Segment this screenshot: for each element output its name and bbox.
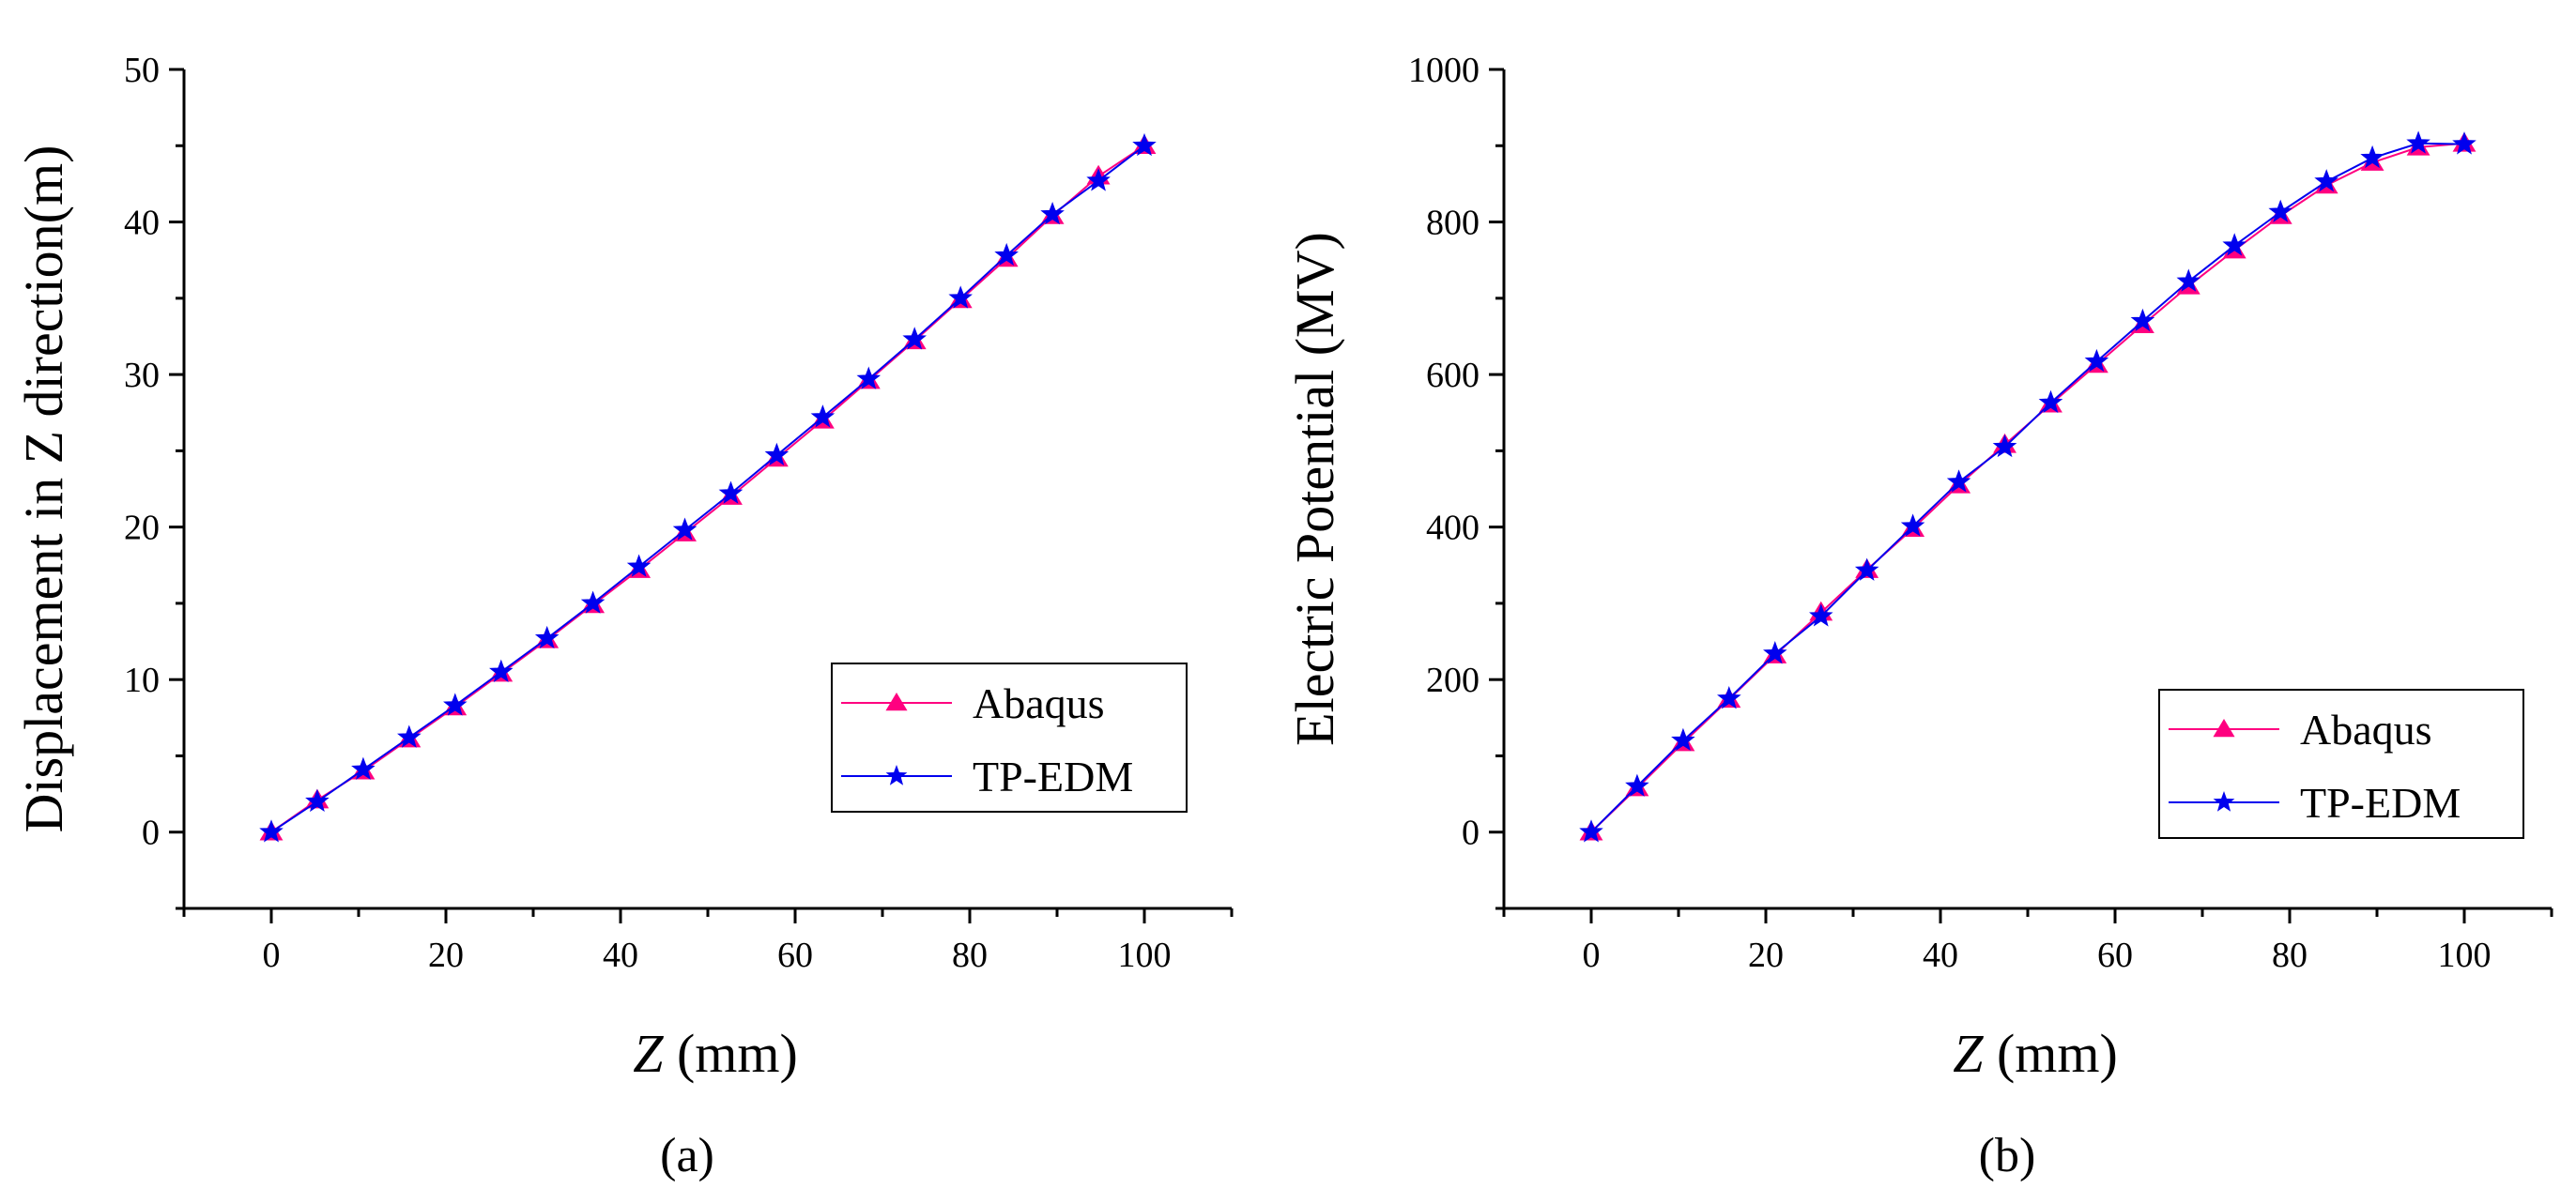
data-point-star [259, 819, 284, 843]
legend: Abaqus TP-EDM [831, 663, 1188, 813]
x-tick-label: 20 [428, 936, 464, 975]
data-point-star [672, 517, 698, 541]
x-tick-label: 0 [1583, 936, 1601, 975]
data-point-star [1992, 434, 2017, 458]
data-point-star [2314, 169, 2338, 192]
data-point-star [534, 625, 560, 649]
legend-label: TP-EDM [973, 753, 1133, 800]
data-point-star [810, 404, 836, 428]
legend-label: Abaqus [2300, 706, 2432, 754]
x-axis-unit: (mm) [663, 1023, 797, 1084]
x-tick-label: 60 [2097, 936, 2133, 975]
x-axis-variable: Z [1953, 1023, 1984, 1084]
y-tick-label: 800 [1426, 204, 1480, 243]
data-point-star [1763, 641, 1787, 664]
data-point-star [1132, 132, 1157, 157]
y-tick-label: 400 [1426, 509, 1480, 548]
legend-label: TP-EDM [2300, 779, 2461, 827]
data-point-star [948, 285, 973, 309]
y-tick-label: 0 [142, 814, 160, 853]
data-point-star [2038, 389, 2063, 414]
y-axis-title: Electric Potential (MV) [1284, 232, 1345, 746]
x-tick-label: 20 [1748, 936, 1784, 975]
series-line-tp-edm [1590, 142, 2465, 833]
data-point-star [1946, 469, 1971, 493]
x-axis-variable: Z [633, 1023, 664, 1084]
data-point-star [856, 366, 882, 389]
legend-box [2158, 689, 2524, 839]
data-point-star [580, 590, 606, 614]
data-point-star [1671, 727, 1695, 752]
data-point-star [902, 327, 927, 350]
y-tick-label: 200 [1426, 661, 1480, 700]
x-tick-label: 40 [1923, 936, 1958, 975]
x-axis-unit: (mm) [1983, 1023, 2117, 1084]
data-point-star [351, 756, 376, 780]
x-tick-label: 60 [777, 936, 813, 975]
data-point-star [764, 442, 790, 466]
data-point-star [1086, 168, 1111, 191]
data-point-star [443, 693, 468, 716]
y-tick-label: 10 [124, 661, 160, 700]
chart-panel-a: 0 20 40 60 80 100 0 10 20 30 40 50 Abaqus TP-EDM Z (mm… [13, 51, 1234, 1182]
x-axis-title: Z (mm) [633, 1023, 798, 1084]
y-tick-label: 40 [124, 204, 160, 243]
series-tp-edm [1579, 130, 2476, 843]
x-tick-label: 100 [2438, 936, 2492, 975]
y-axis-title: Displacement in Z direction(m) [13, 145, 74, 833]
legend-star-icon [2213, 791, 2235, 812]
x-tick-label: 100 [1118, 936, 1172, 975]
legend-triangle-icon [2213, 719, 2235, 738]
legend-label: Abaqus [973, 679, 1105, 727]
data-point-star [1809, 603, 1833, 627]
legend-triangle-icon [885, 693, 908, 711]
x-tick-label: 80 [952, 936, 988, 975]
y-tick-label: 20 [124, 509, 160, 548]
data-point-star [1040, 201, 1065, 225]
data-point-star [994, 242, 1019, 267]
data-point-star [1579, 819, 1603, 843]
x-axis-title: Z (mm) [1953, 1023, 2118, 1084]
data-point-star [2452, 131, 2476, 155]
data-point-star [2222, 233, 2246, 256]
data-point-star [2406, 130, 2430, 154]
series-tp-edm [259, 132, 1157, 843]
data-point-star [489, 659, 514, 682]
data-point-star [305, 788, 330, 813]
y-tick-label: 50 [124, 51, 160, 90]
legend-box [831, 663, 1188, 813]
data-point-star [626, 554, 652, 577]
data-point-star [2176, 268, 2201, 292]
y-tick-label: 600 [1426, 356, 1480, 395]
chart-panel-b: 0 20 40 60 80 10002004006008001000AbaqusTP-ED… [1284, 51, 2553, 1182]
panel-label: (a) [660, 1129, 714, 1182]
data-point-star [1900, 513, 1925, 537]
data-point-star [1625, 773, 1649, 797]
x-tick-label: 80 [2272, 936, 2308, 975]
y-tick-label: 0 [1462, 814, 1480, 853]
legend-star-icon [885, 765, 908, 785]
data-point-star [718, 480, 744, 504]
data-point-star [397, 724, 422, 748]
series-line-tp-edm [270, 145, 1145, 833]
data-point-star [2268, 199, 2292, 222]
data-point-star [1854, 557, 1879, 581]
x-tick-label: 0 [263, 936, 281, 975]
y-tick-label: 30 [124, 356, 160, 395]
legend: Abaqus TP-EDM [2158, 689, 2524, 839]
data-point-star [2130, 308, 2155, 332]
y-tick-label: 1000 [1408, 51, 1480, 90]
data-point-star [1717, 686, 1741, 709]
data-point-star [2084, 348, 2109, 373]
x-tick-label: 40 [603, 936, 638, 975]
panel-label: (b) [1979, 1129, 2036, 1182]
data-point-star [2360, 145, 2384, 169]
